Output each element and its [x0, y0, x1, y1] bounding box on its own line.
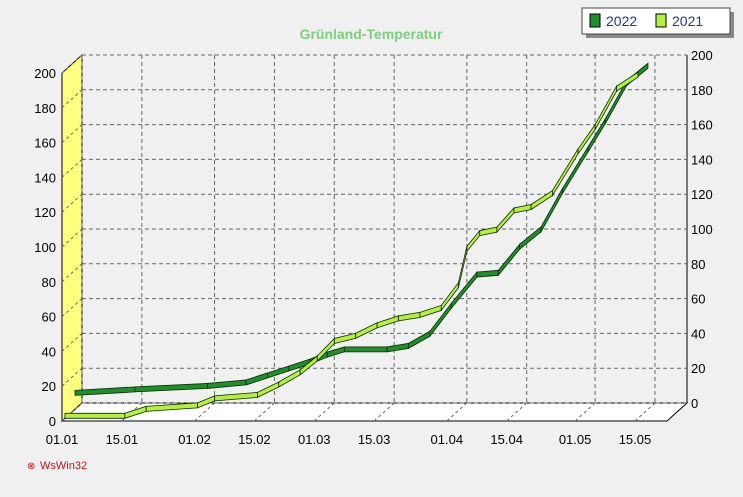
y-tick-left: 80	[42, 275, 56, 290]
grid-line-wall	[61, 124, 83, 143]
grid-line-floor	[373, 402, 395, 422]
grid-line-wall	[61, 263, 83, 283]
ribbon-segment	[134, 383, 208, 393]
grid-line-wall	[61, 159, 83, 178]
y-tick-left: 200	[34, 66, 56, 81]
y-tick-right: 40	[691, 326, 705, 341]
ribbon-segment	[497, 243, 521, 277]
ribbon-segment	[513, 204, 532, 214]
x-tick: 01.01	[46, 432, 79, 447]
chart-title: Grünland-Temperatur	[300, 26, 443, 42]
y-tick-right: 60	[691, 292, 705, 307]
x-tick: 15.05	[619, 432, 652, 447]
ribbon-segment	[257, 381, 280, 399]
x-tick: 01.05	[559, 432, 592, 447]
grid-line-wall	[61, 333, 83, 352]
grid-line-floor	[194, 402, 215, 422]
ribbon-segment	[355, 322, 378, 339]
y-tick-right: 0	[691, 396, 698, 411]
grid-line-wall	[61, 89, 83, 109]
grid-line-floor	[574, 402, 596, 422]
legend-label-2021: 2021	[672, 13, 703, 29]
x-tick: 01.04	[431, 432, 464, 447]
legend-label-2022: 2022	[606, 13, 637, 29]
grid-line-wall	[61, 367, 83, 387]
grid-line-floor	[61, 402, 83, 422]
ribbon-segment	[398, 311, 421, 322]
ribbon-segment	[530, 189, 553, 211]
y-tick-right: 100	[691, 222, 713, 237]
series-2021	[64, 71, 639, 419]
ribbon-segment	[457, 246, 468, 288]
y-tick-left: 60	[42, 310, 56, 325]
ribbon-segment	[64, 412, 126, 419]
legend-swatch-2021	[655, 13, 667, 28]
ribbon-segment	[333, 332, 357, 344]
y-tick-right: 80	[691, 257, 705, 272]
ribbon-segment	[519, 225, 542, 251]
y-tick-left: 180	[34, 101, 56, 116]
y-tick-left: 100	[34, 240, 56, 255]
y-tick-left: 20	[42, 379, 56, 394]
ribbon-segment	[74, 386, 136, 396]
legend: 2022 2021	[581, 7, 734, 38]
ribbon-segment	[245, 372, 268, 386]
grid-line-wall	[61, 54, 83, 74]
grid-line-wall	[61, 228, 83, 248]
ribbon-segment	[386, 342, 409, 353]
grid-line-wall	[61, 193, 83, 213]
y-tick-right: 200	[691, 48, 713, 63]
ribbon-segment	[466, 229, 481, 253]
grid-line-floor	[313, 402, 335, 422]
x-tick: 15.03	[358, 432, 391, 447]
y-tick-right: 20	[691, 361, 705, 376]
x-tick: 01.02	[178, 432, 211, 447]
y-tick-left: 0	[49, 414, 56, 429]
x-tick: 15.01	[106, 432, 139, 447]
ribbon-segment	[496, 206, 515, 234]
ribbon-segment	[476, 269, 499, 278]
ribbon-segment	[214, 391, 258, 402]
wswin-label: WsWin32	[40, 460, 87, 472]
ribbon-segment	[616, 71, 639, 92]
y-tick-right: 120	[691, 187, 713, 202]
x-tick: 15.04	[490, 432, 523, 447]
x-tick: 15.02	[238, 432, 271, 447]
grid-line-wall	[61, 298, 83, 317]
x-tick: 01.03	[298, 432, 331, 447]
wswin-brand: ⊗ WsWin32	[27, 460, 87, 472]
y-tick-left: 160	[34, 136, 56, 151]
y-tick-left: 140	[34, 170, 56, 185]
ribbon-segment	[479, 226, 498, 237]
ribbon-segment	[207, 379, 247, 389]
ribbon-segment	[376, 315, 399, 329]
grid-line-floor	[446, 402, 468, 422]
grid-line-floor	[634, 402, 656, 422]
series-2022	[74, 62, 649, 396]
legend-swatch-2022	[589, 13, 601, 28]
ribbon-segment	[419, 304, 442, 318]
y-tick-right: 140	[691, 152, 713, 167]
y-tick-left: 120	[34, 205, 56, 220]
y-tick-right: 180	[691, 83, 713, 98]
grid-line-floor	[506, 402, 528, 422]
y-tick-right: 160	[691, 118, 713, 133]
ribbon-segment	[343, 346, 388, 353]
y-tick-left: 40	[42, 344, 56, 359]
grid-line-floor	[254, 402, 275, 422]
wswin-icon: ⊗	[27, 461, 35, 472]
